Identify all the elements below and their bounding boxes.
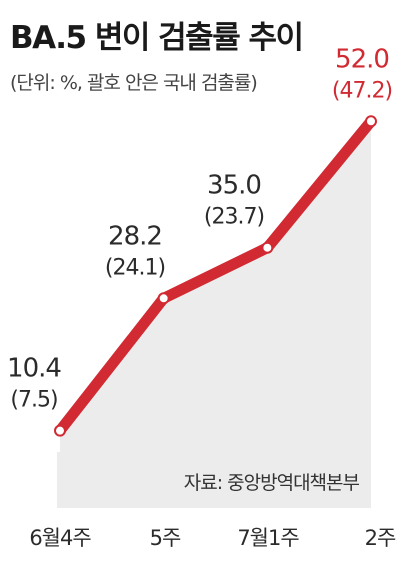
source-band: 자료: 중앙방역대책본부 [57, 452, 371, 508]
secondary-data-label: (23.7) [204, 205, 264, 230]
secondary-data-label: (7.5) [10, 388, 57, 413]
source-note: 자료: 중앙방역대책본부 [183, 472, 360, 494]
data-point [157, 292, 170, 305]
x-tick-label: 2주 [365, 526, 396, 550]
x-tick-label: 6월4주 [29, 526, 91, 550]
data-point [261, 241, 274, 254]
data-point [54, 424, 66, 437]
data-label: 28.2 [108, 221, 162, 251]
data-label: 10.4 [7, 354, 61, 384]
series-line [54, 115, 377, 437]
x-tick-label: 7월1주 [237, 526, 299, 550]
x-tick-label: 5주 [150, 526, 181, 550]
secondary-data-label: (24.1) [105, 255, 165, 280]
chart-title: BA.5 변이 검출률 추이 [10, 20, 304, 56]
secondary-data-label: (47.2) [332, 78, 392, 103]
data-point [365, 115, 377, 128]
data-label: 35.0 [207, 171, 261, 201]
data-label: 52.0 [335, 44, 389, 74]
chart-subtitle: (단위: %, 괄호 안은 국내 검출률) [10, 72, 258, 94]
